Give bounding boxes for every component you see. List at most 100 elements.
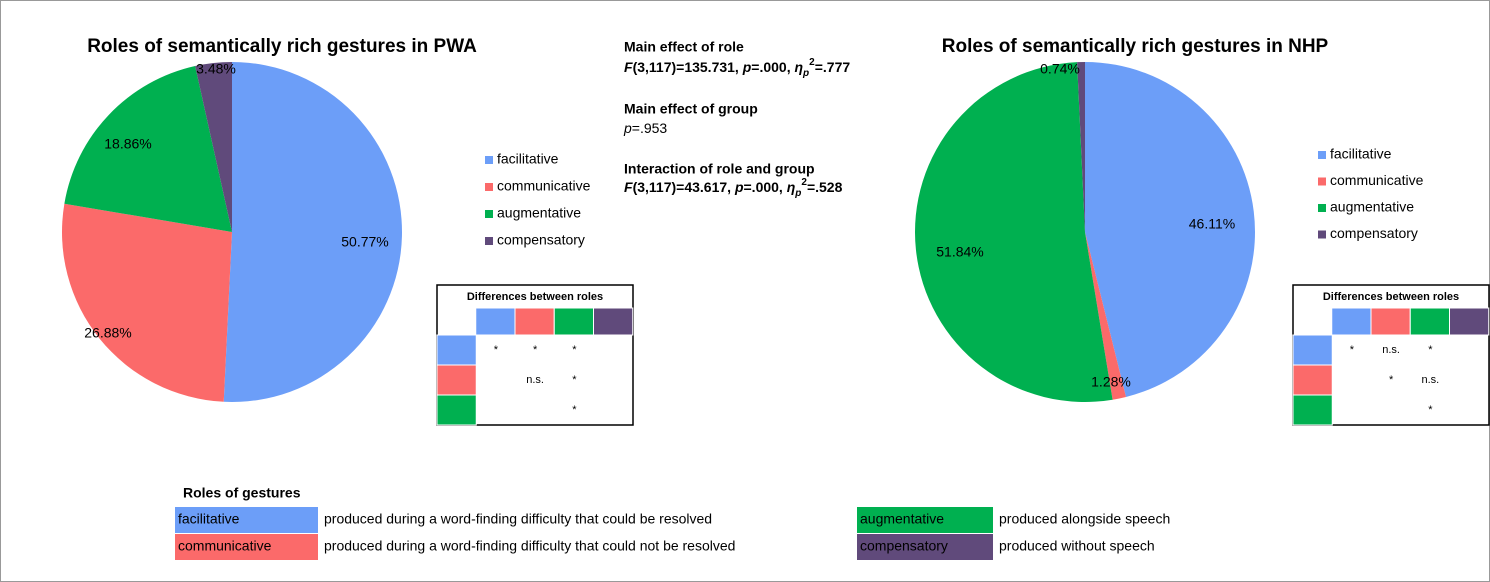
row-swatch: [1292, 334, 1333, 366]
table-title: Differences between roles: [467, 291, 603, 303]
key-swatch: [857, 534, 993, 560]
table-cell: *: [1428, 344, 1433, 356]
key-title: Roles of gestures: [183, 485, 301, 501]
legend-label: compensatory: [497, 232, 585, 248]
legend-swatch: [485, 156, 493, 164]
slice-label: 0.74%: [1040, 61, 1080, 77]
slice-label: 3.48%: [196, 61, 236, 77]
table-cell: *: [1350, 344, 1355, 356]
stat-line: p=.953: [623, 120, 667, 136]
table-cell: n.s.: [1382, 344, 1400, 356]
key-description: produced during a word-finding difficult…: [324, 538, 735, 554]
stat-part: 2: [801, 177, 807, 188]
chart-title: Roles of semantically rich gestures in N…: [942, 36, 1329, 57]
header-swatch: [475, 307, 516, 336]
stat-part: (3,117)=43.617,: [633, 179, 735, 195]
stat-part: =.528: [807, 179, 843, 195]
chart-title: Roles of semantically rich gestures in P…: [87, 36, 477, 57]
stat-line: F(3,117)=43.617, p=.000, ηp2=.528: [624, 177, 843, 199]
legend-label: augmentative: [1330, 199, 1414, 215]
pie-slice: [1085, 62, 1256, 397]
stat-part: F: [624, 59, 633, 75]
pie-slice: [223, 62, 402, 402]
legend-swatch: [1318, 204, 1326, 212]
table-cell: *: [1428, 404, 1433, 416]
stat-heading: Interaction of role and group: [624, 161, 815, 177]
key-swatch: [175, 534, 318, 560]
pie-slice: [62, 203, 232, 402]
stat-heading: Main effect of role: [624, 39, 744, 55]
header-swatch: [553, 307, 594, 336]
row-swatch: [1292, 364, 1333, 396]
table-cell: *: [1389, 374, 1394, 386]
key-description: produced during a word-finding difficult…: [324, 511, 712, 527]
table-cell: *: [494, 344, 499, 356]
header-swatch: [1370, 307, 1411, 336]
stat-part: =.000,: [744, 179, 787, 195]
key-description: produced alongside speech: [999, 511, 1170, 527]
key-name: facilitative: [178, 511, 240, 527]
stat-part: F: [624, 179, 633, 195]
key-name: communicative: [178, 538, 272, 554]
table-cell: *: [572, 374, 577, 386]
stat-part: =.000,: [751, 59, 794, 75]
stat-heading: Main effect of group: [624, 101, 758, 117]
key-description: produced without speech: [999, 538, 1155, 554]
header-swatch: [514, 307, 555, 336]
table-title: Differences between roles: [1323, 291, 1459, 303]
pie-slice: [1077, 62, 1085, 232]
legend-label: augmentative: [497, 205, 581, 221]
row-swatch: [436, 394, 477, 426]
key-name: augmentative: [860, 511, 944, 527]
pie-slice: [195, 62, 232, 232]
legend-label: facilitative: [1330, 146, 1392, 162]
pie-slice: [64, 66, 233, 232]
legend-label: communicative: [497, 178, 591, 194]
header-swatch: [593, 307, 634, 336]
stat-part: p: [623, 120, 632, 136]
table-cell: *: [533, 344, 538, 356]
table-cell: n.s.: [526, 374, 544, 386]
slice-label: 1.28%: [1091, 374, 1131, 390]
row-swatch: [1292, 394, 1333, 426]
header-swatch: [1409, 307, 1450, 336]
slice-label: 46.11%: [1189, 216, 1235, 232]
slice-label: 51.84%: [936, 244, 983, 260]
row-swatch: [436, 334, 477, 366]
stat-part: =.953: [632, 120, 668, 136]
table-cell: *: [572, 344, 577, 356]
legend-swatch: [1318, 230, 1326, 239]
slice-label: 18.86%: [104, 136, 151, 152]
stat-part: η: [794, 59, 803, 75]
row-swatch: [436, 364, 477, 396]
legend-swatch: [485, 237, 493, 245]
slice-label: 26.88%: [84, 325, 131, 341]
stat-part: p: [734, 179, 744, 195]
legend-label: communicative: [1330, 172, 1424, 188]
key-swatch: [175, 507, 318, 533]
table-cell: *: [572, 404, 577, 416]
stat-part: p: [794, 188, 801, 199]
legend-swatch: [1318, 151, 1326, 159]
stat-part: p: [742, 59, 752, 75]
pie-slice: [1085, 232, 1126, 400]
legend-swatch: [485, 210, 493, 218]
slice-label: 50.77%: [341, 234, 388, 250]
key-name: compensatory: [860, 538, 948, 554]
stat-part: η: [787, 179, 796, 195]
stat-line: F(3,117)=135.731, p=.000, ηp2=.777: [624, 57, 850, 79]
legend-swatch: [1318, 177, 1326, 186]
stat-part: p: [802, 68, 809, 79]
stat-part: =.777: [815, 59, 851, 75]
table-cell: n.s.: [1422, 374, 1440, 386]
legend-label: facilitative: [497, 151, 559, 167]
stat-part: 2: [809, 57, 815, 68]
legend-label: compensatory: [1330, 225, 1418, 241]
pie-slice: [915, 62, 1113, 402]
header-swatch: [1449, 307, 1490, 336]
key-swatch: [857, 507, 993, 533]
legend-swatch: [485, 183, 493, 191]
stat-part: (3,117)=135.731,: [633, 59, 743, 75]
header-swatch: [1331, 307, 1372, 336]
